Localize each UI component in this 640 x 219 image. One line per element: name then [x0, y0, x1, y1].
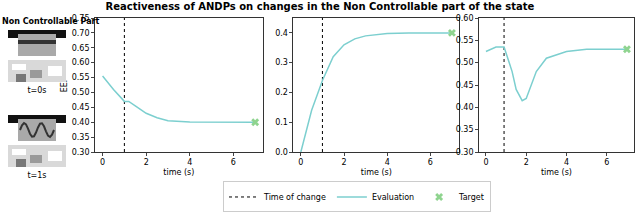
svg-text:Time of change: Time of change — [263, 193, 326, 202]
svg-text:0: 0 — [298, 158, 303, 167]
svg-text:6: 6 — [231, 158, 236, 167]
svg-text:2: 2 — [524, 158, 529, 167]
svg-text:2: 2 — [144, 158, 149, 167]
svg-text:4: 4 — [385, 158, 390, 167]
svg-text:0.40: 0.40 — [72, 118, 90, 127]
svg-text:6: 6 — [428, 158, 433, 167]
svg-text:EEF: EEF — [60, 77, 70, 93]
html-text:Non Controllable Part: Non Controllable Part — [2, 17, 100, 26]
svg-text:Target: Target — [458, 193, 484, 202]
svg-text:0: 0 — [483, 158, 488, 167]
svg-text:0.55: 0.55 — [456, 36, 474, 45]
svg-text:0.60: 0.60 — [72, 58, 90, 67]
svg-text:0.50: 0.50 — [456, 58, 474, 67]
svg-text:time (s): time (s) — [163, 168, 194, 177]
svg-text:0.3: 0.3 — [275, 58, 288, 67]
svg-text:0.35: 0.35 — [456, 125, 474, 134]
svg-text:0.35: 0.35 — [72, 133, 90, 142]
svg-text:0.4: 0.4 — [275, 29, 288, 38]
svg-text:time (s): time (s) — [361, 168, 392, 177]
html-text:t=1s: t=1s — [27, 171, 47, 180]
svg-text:0.0: 0.0 — [275, 148, 288, 157]
svg-text:0.45: 0.45 — [72, 103, 90, 112]
svg-text:4: 4 — [564, 158, 569, 167]
svg-text:0.60: 0.60 — [456, 14, 474, 23]
svg-text:0.50: 0.50 — [72, 88, 90, 97]
html-text:t=0s: t=0s — [27, 86, 47, 95]
svg-text:2: 2 — [341, 158, 346, 167]
svg-text:6: 6 — [604, 158, 609, 167]
svg-text:0.2: 0.2 — [275, 88, 288, 97]
svg-text:Reactiveness of ANDPs on chang: Reactiveness of ANDPs on changes in the … — [106, 1, 535, 12]
svg-text:0.65: 0.65 — [72, 44, 90, 53]
svg-text:0.55: 0.55 — [72, 73, 90, 82]
svg-text:0.40: 0.40 — [456, 103, 474, 112]
svg-text:0.1: 0.1 — [275, 118, 288, 127]
svg-text:Evaluation: Evaluation — [372, 193, 414, 202]
svg-text:0.30: 0.30 — [456, 148, 474, 157]
svg-text:0: 0 — [100, 158, 105, 167]
svg-text:4: 4 — [187, 158, 192, 167]
svg-text:time (s): time (s) — [541, 168, 572, 177]
svg-text:0.70: 0.70 — [72, 29, 90, 38]
svg-text:0.45: 0.45 — [456, 81, 474, 90]
svg-text:0.30: 0.30 — [72, 148, 90, 157]
